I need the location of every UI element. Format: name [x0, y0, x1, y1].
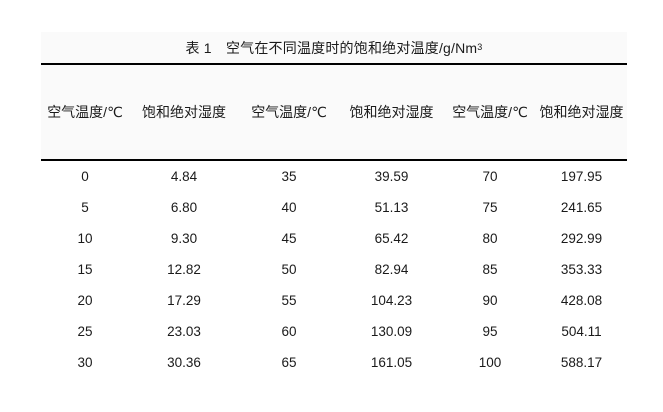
table-caption-superscript: 3: [477, 42, 483, 52]
table-row: 20 17.29 55 104.23 90 428.08: [41, 285, 627, 316]
temp-value: 10: [77, 231, 93, 246]
temp-value: 80: [482, 231, 498, 246]
humidity-value: 130.09: [370, 324, 413, 339]
table-body: 0 4.84 35 39.59 70 197.95 5 6.80 40 51.1…: [41, 161, 627, 378]
saturated-humidity-table: 表 1 空气在不同温度时的饱和绝对温度/g/Nm 3 空气温度/℃ 饱和绝对湿度 …: [41, 32, 627, 378]
humidity-value: 51.13: [374, 200, 409, 215]
temp-value: 40: [281, 200, 297, 215]
temp-value: 55: [281, 293, 297, 308]
humidity-value: 353.33: [560, 262, 603, 277]
humidity-value: 6.80: [170, 200, 198, 215]
temp-value: 25: [77, 324, 93, 339]
table-caption: 表 1 空气在不同温度时的饱和绝对温度/g/Nm 3: [41, 32, 627, 65]
temp-value: 35: [281, 169, 297, 184]
temp-value: 45: [281, 231, 297, 246]
temp-value: 60: [281, 324, 297, 339]
table-row: 25 23.03 60 130.09 95 504.11: [41, 316, 627, 347]
column-header-air-temp-1: 空气温度/℃: [47, 104, 123, 120]
temp-value: 85: [482, 262, 498, 277]
humidity-value: 197.95: [560, 169, 603, 184]
table-header-row: 空气温度/℃ 饱和绝对湿度 空气温度/℃ 饱和绝对湿度 空气温度/℃ 饱和绝对湿…: [41, 65, 627, 161]
humidity-value: 65.42: [374, 231, 409, 246]
humidity-value: 161.05: [370, 355, 413, 370]
humidity-value: 104.23: [370, 293, 413, 308]
humidity-value: 241.65: [560, 200, 603, 215]
temp-value: 75: [482, 200, 498, 215]
humidity-value: 504.11: [561, 324, 602, 339]
table-row: 0 4.84 35 39.59 70 197.95: [41, 161, 627, 192]
humidity-value: 17.29: [167, 293, 201, 308]
temp-value: 90: [482, 293, 498, 308]
humidity-value: 292.99: [560, 231, 603, 246]
table-caption-text: 表 1 空气在不同温度时的饱和绝对温度/g/Nm: [185, 39, 478, 56]
humidity-value: 588.17: [560, 355, 603, 370]
table-row: 30 30.36 65 161.05 100 588.17: [41, 347, 627, 378]
humidity-value: 82.94: [374, 262, 409, 277]
temp-value: 50: [281, 262, 297, 277]
table-row: 15 12.82 50 82.94 85 353.33: [41, 254, 627, 285]
temp-value: 5: [81, 200, 89, 215]
column-header-humidity-3: 饱和绝对湿度: [539, 104, 624, 120]
temp-value: 30: [77, 355, 93, 370]
table-row: 10 9.30 45 65.42 80 292.99: [41, 223, 627, 254]
table-row: 5 6.80 40 51.13 75 241.65: [41, 192, 627, 223]
column-header-air-temp-3: 空气温度/℃: [452, 104, 528, 120]
humidity-value: 30.36: [167, 355, 201, 370]
humidity-value: 39.59: [374, 169, 409, 184]
temp-value: 70: [482, 169, 498, 184]
humidity-value: 9.30: [170, 231, 198, 246]
humidity-value: 23.03: [167, 324, 201, 339]
temp-value: 20: [77, 293, 93, 308]
temp-value: 95: [482, 324, 498, 339]
temp-value: 100: [478, 355, 502, 370]
humidity-value: 12.82: [167, 262, 201, 277]
humidity-value: 428.08: [560, 293, 603, 308]
column-header-humidity-2: 饱和绝对湿度: [349, 104, 434, 120]
temp-value: 15: [77, 262, 93, 277]
temp-value: 65: [281, 355, 297, 370]
column-header-humidity-1: 饱和绝对湿度: [142, 104, 226, 120]
column-header-air-temp-2: 空气温度/℃: [251, 104, 327, 120]
humidity-value: 4.84: [170, 169, 198, 184]
temp-value: 0: [81, 169, 89, 184]
